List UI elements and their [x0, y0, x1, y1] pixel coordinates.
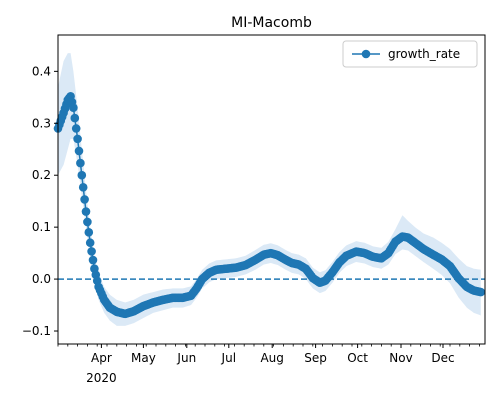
data-point	[70, 113, 80, 123]
data-point	[74, 146, 84, 156]
data-point	[80, 195, 89, 204]
x-tick-label: Dec	[431, 351, 454, 365]
data-point	[85, 238, 95, 248]
y-tick-label: −0.1	[22, 324, 51, 338]
y-tick-label: 0.0	[32, 272, 51, 286]
x-tick-label: Aug	[260, 351, 283, 365]
y-tick-label: 0.4	[32, 64, 51, 78]
x-tick-label: Apr	[91, 351, 112, 365]
x-tick-label: Jun	[176, 351, 196, 365]
data-point	[69, 103, 78, 113]
legend-label-growth_rate: growth_rate	[388, 47, 460, 61]
x-year-label: 2020	[86, 371, 117, 385]
y-tick-label: 0.1	[32, 220, 51, 234]
x-tick-label: Nov	[389, 351, 412, 365]
data-point	[88, 255, 98, 265]
x-tick-label: Oct	[347, 351, 368, 365]
data-point	[77, 170, 87, 180]
data-point	[84, 228, 94, 237]
legend-box	[342, 40, 478, 68]
axes-layer: −0.1 0.0 0.1 0.2 0.3 0.4 Apr May Jun Jul Aug Sep Oct…	[22, 34, 486, 385]
plot-frame	[57, 34, 486, 345]
data-point	[476, 287, 486, 297]
data-point	[81, 207, 91, 216]
series-layer	[53, 91, 486, 319]
chart-title: MI-Macomb	[231, 15, 312, 31]
y-tick-label: 0.3	[32, 116, 51, 130]
data-point	[87, 247, 96, 256]
x-tick-label: May	[131, 351, 156, 365]
data-point	[71, 124, 81, 133]
data-point	[76, 158, 85, 168]
x-tick-label: Sep	[304, 351, 327, 365]
data-point	[73, 134, 82, 144]
data-point	[78, 183, 88, 192]
legend-marker	[361, 49, 371, 59]
data-point	[83, 217, 92, 227]
x-tick-label: Jul	[221, 351, 236, 365]
y-tick-label: 0.2	[32, 168, 51, 182]
legend: growth_rate	[342, 40, 478, 68]
